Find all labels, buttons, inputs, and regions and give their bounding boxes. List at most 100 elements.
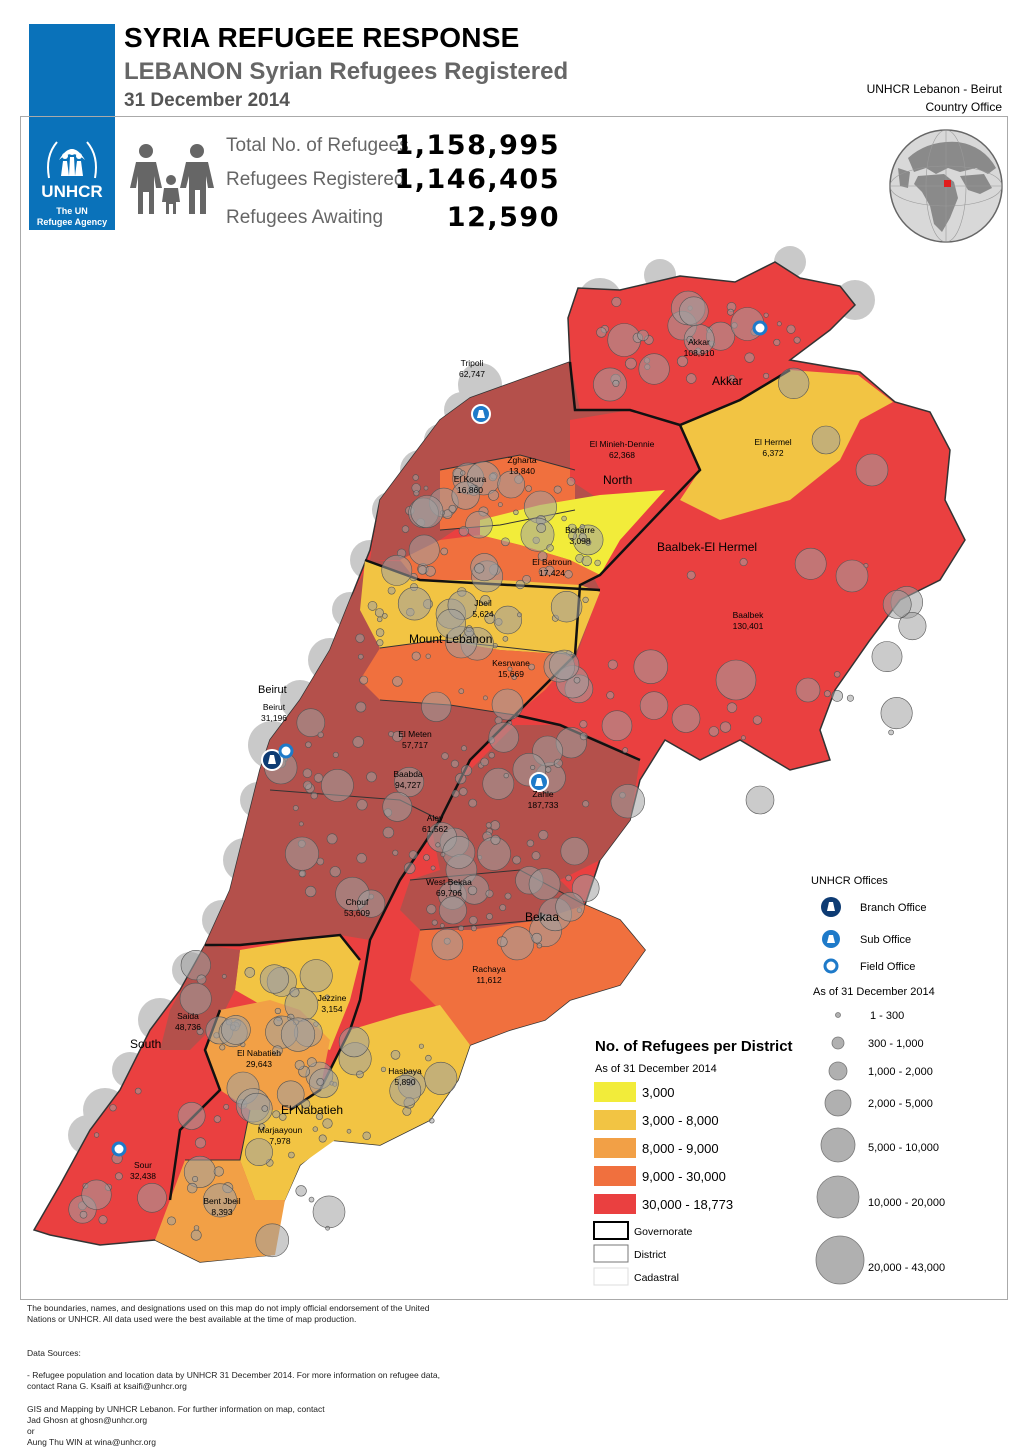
page-title: SYRIA REFUGEE RESPONSE [124,22,520,53]
place-label-beirut: Beirut [258,684,287,696]
district-value-label: 17,424 [539,568,565,578]
refugee-circle [240,1092,273,1125]
refugee-circle [458,688,465,695]
gov-label-mount-lebanon: Mount Lebanon [409,632,492,646]
district-name-label: Akkar [688,337,710,347]
district-value-label: 5,624 [472,609,494,619]
district-name-label: Aley [427,813,444,823]
refugee-circle [497,470,526,499]
refugee-circle [585,539,592,546]
refugee-circle [397,586,432,621]
refugee-circle [317,731,324,738]
refugee-circle [412,474,419,481]
district-value-label: 29,643 [246,1059,272,1069]
stat-registered-value: 1,146,405 [394,164,560,195]
refugee-circle [561,515,567,522]
district-name-label: Beirut [263,702,286,712]
refugee-circle [571,874,600,903]
refugee-circle [594,559,601,567]
map-frame [20,116,1008,1300]
offices-legend: UNHCR Offices Branch Office Sub Office F… [811,875,945,1285]
refugee-circle [449,881,462,894]
refugee-circle [550,590,583,623]
refugee-circle [448,504,457,513]
refugee-circle [81,1179,112,1210]
refugee-circle [611,296,622,307]
refugee-circle [442,836,476,869]
refugee-circle [465,511,493,539]
refugee-circle [610,784,645,819]
refugee-circle [568,531,577,541]
refugee-circle [488,722,519,753]
legend-branch-office: Branch Office [860,902,926,914]
refugee-circle [545,766,552,773]
contact-2: Aung Thu WIN at wina@unhcr.org [27,1437,156,1447]
size-label-6: 10,000 - 20,000 [868,1197,945,1209]
refugee-circle [306,1057,317,1068]
refugee-circle [292,805,299,811]
refugee-circle [553,485,562,494]
refugee-circle [183,1155,216,1188]
refugee-circle [411,651,421,661]
refugee-circle [553,758,563,768]
refugee-circle [833,671,841,678]
refugee-circle [536,942,543,949]
refugee-circle [316,1078,325,1086]
refugee-circle [356,852,367,864]
refugee-circle [686,373,697,384]
gis-credit: GIS and Mapping by UNHCR Lebanon. For fu… [27,1404,325,1414]
refugee-circle [513,509,519,515]
refugee-circle [382,791,413,822]
refugee-circle [431,928,464,961]
refugee-circle [359,675,369,685]
district-value-label: 62,368 [609,450,635,460]
refugee-circle [438,896,467,925]
refugee-circle [313,773,324,783]
refugee-circle [526,839,535,847]
refugee-circle [501,537,510,547]
refugee-circle [458,526,469,537]
refugee-circle [488,489,499,501]
refugee-circle [332,751,339,758]
refugee-circle [530,764,536,770]
size-label-2: 300 - 1,000 [868,1038,924,1050]
sources-title: Data Sources: [27,1348,81,1358]
district-value-label: 57,717 [402,740,428,750]
refugee-circle [458,925,464,932]
refugee-circle [356,1070,364,1079]
district-value-label: 13,840 [509,466,535,476]
refugee-circle [537,551,548,561]
refugee-circle [410,495,444,529]
district-value-label: 53,609 [344,908,370,918]
refugee-circle [741,735,746,741]
refugee-circle [425,1054,432,1062]
refugee-circle [187,1182,198,1194]
class-label: 3,000 - 8,000 [642,1113,719,1128]
refugee-circle [423,485,429,491]
district-value-label: 61,562 [422,824,448,834]
district-jbeil [360,560,600,655]
refugee-circle [93,1132,100,1138]
refugee-circle [222,974,227,979]
refugee-circle [425,653,431,659]
refugee-circle [312,1195,346,1229]
refugee-circle [824,690,831,698]
source-refugee-data: - Refugee population and location data b… [27,1370,440,1391]
refugee-circle [855,453,889,487]
district-value-label: 8,393 [211,1207,233,1217]
refugee-circle [193,1225,200,1231]
refugee-circle [555,892,585,922]
district-name-label: Kesrwane [492,658,530,668]
refugee-circle [352,736,364,748]
choropleth-legend: No. of Refugees per District As of 31 De… [593,1038,793,1286]
refugee-circle [380,1066,387,1072]
refugee-circle [196,1028,204,1036]
refugee-circle [245,1138,273,1167]
logo-tagline-1: The UN [56,206,88,216]
district-name-label: Zahle [532,789,554,799]
refugee-circle [288,1151,295,1159]
refugee-circle [727,308,734,316]
size-symbol-1 [835,1012,841,1018]
refugee-circle [485,889,494,898]
sub-office-zahle-icon [529,772,549,792]
